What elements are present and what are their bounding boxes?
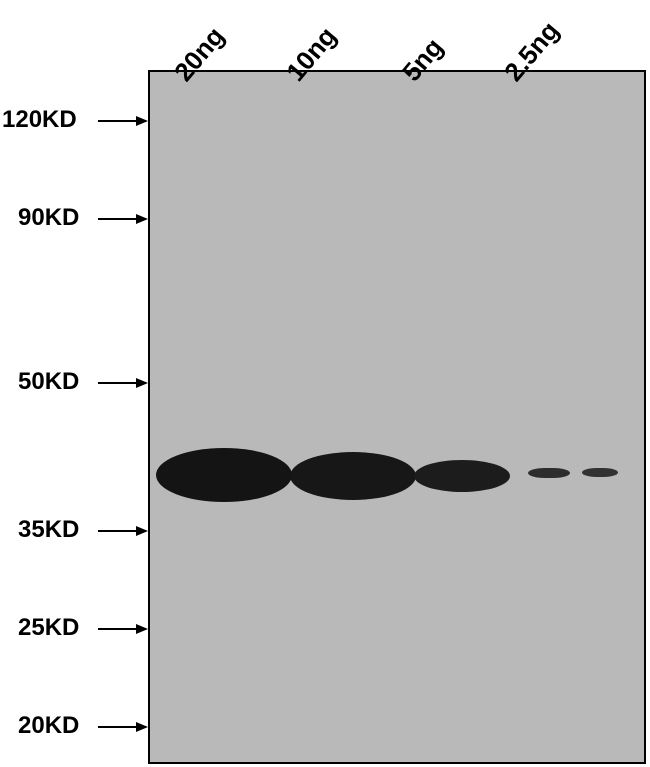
marker-arrow xyxy=(98,218,146,220)
marker-arrow xyxy=(98,530,146,532)
marker-label: 120KD xyxy=(2,106,77,134)
blot-membrane xyxy=(148,70,646,764)
marker-arrow xyxy=(98,628,146,630)
marker-arrow xyxy=(98,382,146,384)
blot-band xyxy=(528,468,570,478)
blot-band xyxy=(156,448,292,502)
marker-label: 50KD xyxy=(18,368,79,396)
marker-arrow xyxy=(98,120,146,122)
marker-label: 90KD xyxy=(18,204,79,232)
marker-arrow xyxy=(98,726,146,728)
marker-label: 25KD xyxy=(18,614,79,642)
blot-band xyxy=(582,468,618,477)
marker-label: 35KD xyxy=(18,516,79,544)
blot-band xyxy=(290,452,416,500)
blot-figure: 120KD90KD50KD35KD25KD20KD 20ng10ng5ng2.5… xyxy=(0,0,650,767)
blot-band xyxy=(414,460,510,492)
marker-label: 20KD xyxy=(18,712,79,740)
